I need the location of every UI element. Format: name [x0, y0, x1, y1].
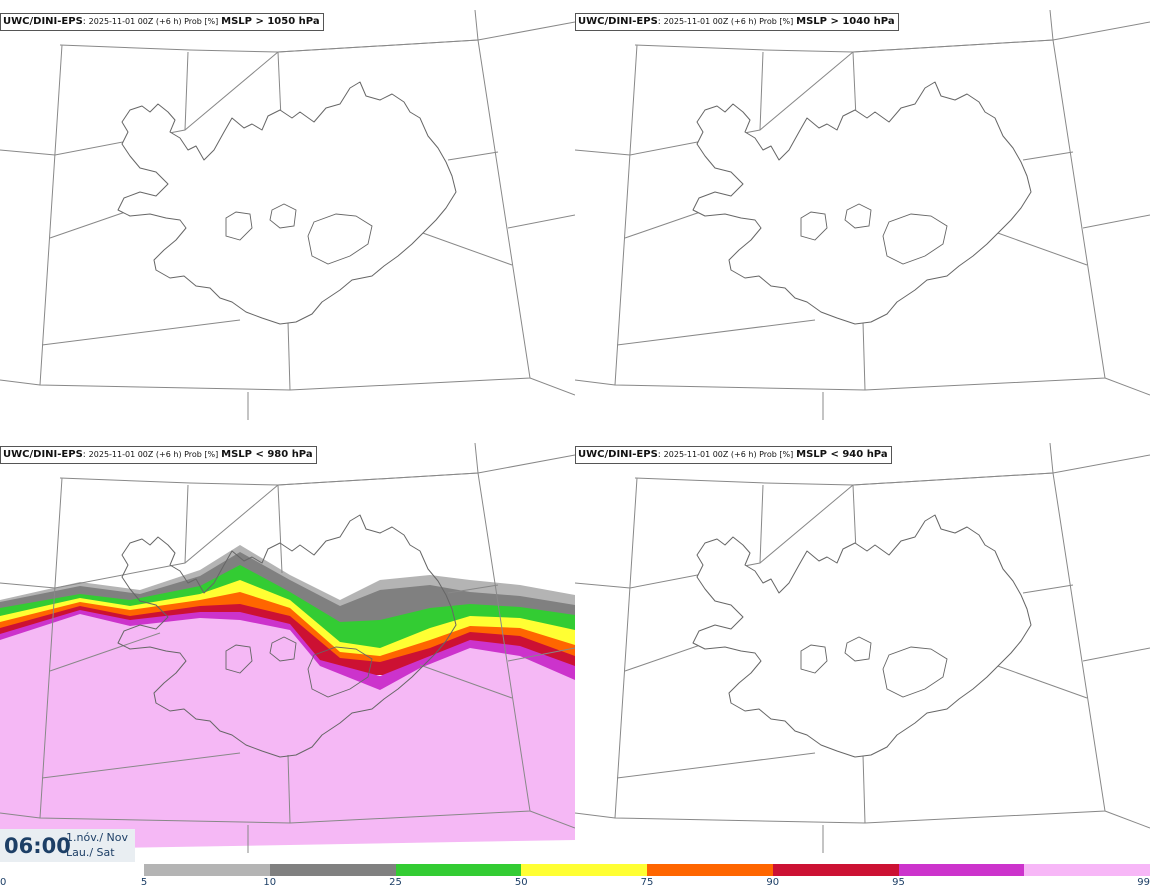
glacier-outline [882, 213, 948, 265]
colorbar-segment [521, 864, 647, 876]
graticule-line [1104, 810, 1150, 829]
glacier-outline [844, 636, 872, 662]
graticule-line [994, 231, 1088, 266]
colorbar-tick-label: 0 [0, 877, 7, 888]
valid-time-box: 06:00 1.nóv./ Nov Lau./ Sat [0, 829, 135, 862]
colorbar-tick-label: 5 [140, 877, 148, 888]
graticule-line [614, 472, 1106, 824]
graticule-line [862, 754, 866, 824]
colorbar-tick-label: 95 [892, 877, 905, 888]
glacier-outline [844, 203, 872, 229]
glacier-outline [307, 646, 373, 698]
graticule-line [0, 21, 575, 156]
coastline [117, 81, 457, 325]
colorbar-segment [898, 864, 1025, 876]
graticule-line [49, 632, 161, 672]
glacier-outline [225, 644, 253, 674]
valid-date-line1: 1.nóv./ Nov [66, 831, 129, 844]
glacier-outline [269, 203, 297, 229]
panel-title: UWC/DINI-EPS: 2025-11-01 00Z (+6 h) Prob… [575, 13, 899, 31]
graticule-line [184, 484, 189, 564]
graticule-line [39, 472, 531, 824]
coastline [692, 514, 1032, 758]
map-svg [575, 9, 1150, 420]
graticule-line [507, 647, 575, 662]
graticule-line [1082, 647, 1150, 662]
graticule-line [0, 454, 575, 589]
coastline [692, 81, 1032, 325]
colorbar-segment [1024, 864, 1150, 876]
graticule-line [575, 379, 616, 386]
panel-title: UWC/DINI-EPS: 2025-11-01 00Z (+6 h) Prob… [0, 13, 324, 31]
probability-band-7 [0, 614, 575, 850]
colorbar-tick-label: 10 [263, 877, 277, 888]
colorbar-tick-label: 99 [1137, 877, 1150, 888]
graticule-line [529, 377, 575, 396]
glacier-outline [307, 213, 373, 265]
colorbar-segment [395, 864, 522, 876]
graticule-line [287, 321, 291, 391]
graticule-line [759, 484, 764, 564]
map-panel-mslp-gt-1040: UWC/DINI-EPS: 2025-11-01 00Z (+6 h) Prob… [575, 0, 1150, 433]
graticule-line [1049, 442, 1054, 474]
graticule-line [0, 379, 41, 386]
colorbar-segment [772, 864, 899, 876]
graticule-line [474, 442, 479, 474]
graticule-line [1022, 584, 1074, 594]
graticule-line [529, 810, 575, 829]
graticule-line [287, 754, 291, 824]
probability-shading [0, 545, 575, 850]
map-panel-mslp-gt-1050: UWC/DINI-EPS: 2025-11-01 00Z (+6 h) Prob… [0, 0, 575, 433]
map-panel-mslp-lt-940: UWC/DINI-EPS: 2025-11-01 00Z (+6 h) Prob… [575, 433, 1150, 866]
graticule-line [616, 319, 816, 346]
graticule-line [1082, 214, 1150, 229]
graticule-line [759, 51, 764, 131]
glacier-outline [882, 646, 948, 698]
map-svg [0, 9, 575, 420]
map-svg [0, 442, 575, 853]
colorbar-tick-label: 50 [514, 877, 528, 888]
graticule-line [447, 151, 499, 161]
map-svg [575, 442, 1150, 853]
graticule-line [41, 752, 241, 779]
graticule-line [41, 319, 241, 346]
valid-date-line2: Lau./ Sat [66, 846, 115, 859]
graticule-line [575, 454, 1150, 589]
graticule-line [474, 9, 479, 41]
colorbar-segment [647, 864, 773, 876]
panel-title: UWC/DINI-EPS: 2025-11-01 00Z (+6 h) Prob… [575, 446, 892, 464]
graticule-line [1022, 151, 1074, 161]
coastline [117, 514, 457, 758]
map-panel-mslp-lt-980: UWC/DINI-EPS: 2025-11-01 00Z (+6 h) Prob… [0, 433, 575, 866]
graticule-line [419, 664, 513, 699]
colorbar-segment [269, 864, 396, 876]
glacier-outline [269, 636, 297, 662]
probability-colorbar [144, 864, 1150, 876]
valid-time: 06:00 [4, 834, 71, 858]
graticule-line [0, 812, 41, 819]
colorbar-tick-labels: 0 5 10 25 50 75 90 95 99 [0, 877, 1150, 891]
colorbar-tick-label: 75 [640, 877, 654, 888]
graticule-line [39, 39, 531, 391]
glacier-outline [800, 644, 828, 674]
graticule-line [994, 664, 1088, 699]
graticule-line [1049, 9, 1054, 41]
graticule-line [862, 321, 866, 391]
colorbar-tick-label: 90 [766, 877, 780, 888]
panel-title: UWC/DINI-EPS: 2025-11-01 00Z (+6 h) Prob… [0, 446, 317, 464]
glacier-outline [225, 211, 253, 241]
graticule-line [616, 752, 816, 779]
graticule-line [419, 231, 513, 266]
graticule-line [575, 21, 1150, 156]
graticule-line [575, 812, 616, 819]
graticule-line [1104, 377, 1150, 396]
graticule-line [277, 484, 283, 574]
colorbar-segment [144, 864, 270, 876]
glacier-outline [800, 211, 828, 241]
graticule-line [447, 584, 499, 594]
graticule-line [507, 214, 575, 229]
graticule-line [614, 39, 1106, 391]
graticule-line [184, 51, 189, 131]
colorbar-tick-label: 25 [389, 877, 402, 888]
